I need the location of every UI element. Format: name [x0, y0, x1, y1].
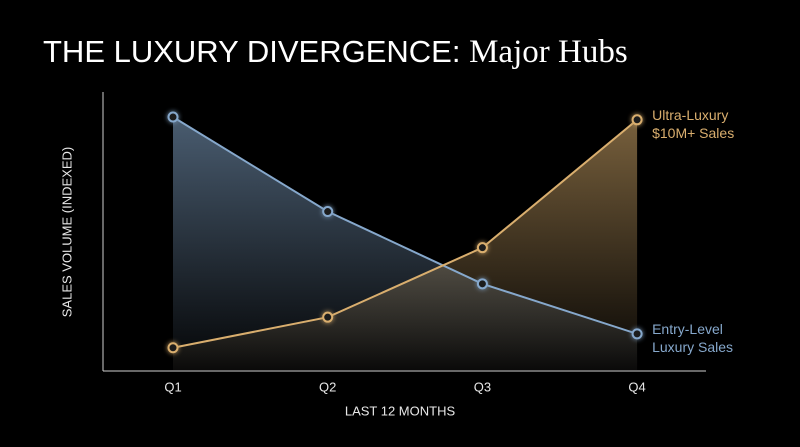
point: [476, 278, 488, 290]
x-tick-label: Q2: [319, 379, 336, 394]
point: [631, 114, 643, 126]
point: [322, 311, 334, 323]
legend-label: Ultra-Luxury $10M+ Sales: [652, 106, 735, 141]
title-emphasis: Major Hubs: [469, 34, 628, 70]
x-tick-label: Q3: [474, 379, 491, 394]
line: [172, 116, 638, 335]
point: [167, 111, 179, 123]
chart-title: THE LUXURY DIVERGENCE: Major Hubs: [43, 34, 628, 71]
x-tick-label: Q1: [164, 379, 181, 394]
y-axis-label: SALES VOLUME (INDEXED): [59, 147, 74, 318]
area: [173, 119, 638, 370]
point: [631, 328, 643, 340]
point: [476, 242, 488, 254]
x-axis-label: LAST 12 MONTHS: [345, 403, 456, 418]
x-tick-label: Q4: [628, 379, 645, 394]
legend-label: Entry-Level Luxury Sales: [652, 320, 734, 355]
line: [172, 119, 638, 349]
point: [167, 342, 179, 354]
point: [322, 206, 334, 218]
title-main: THE LUXURY DIVERGENCE:: [43, 34, 461, 69]
